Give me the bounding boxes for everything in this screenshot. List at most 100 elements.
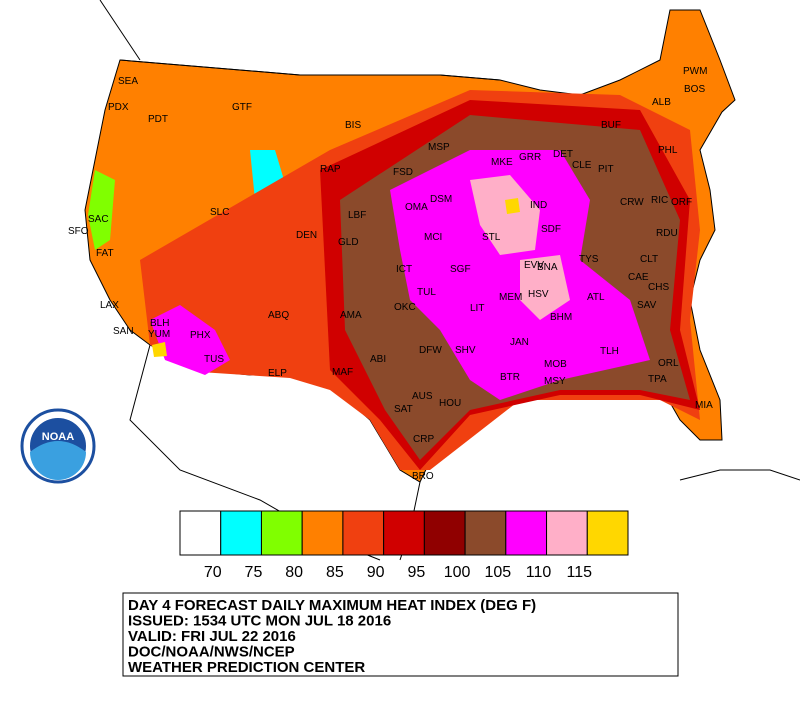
city-label: MAF [332, 367, 353, 378]
city-label: ATL [587, 292, 605, 303]
city-label: FSD [393, 167, 413, 178]
legend-label: 105 [484, 564, 511, 581]
city-label: RIC [651, 195, 668, 206]
city-label: PHL [658, 145, 678, 156]
legend: 70 75 80 85 90 95 100 105 110 115 [179, 510, 629, 581]
city-label: SFO [68, 226, 89, 237]
city-label: PIT [598, 164, 614, 175]
city-label: PDT [148, 114, 168, 125]
legend-label: 85 [326, 564, 344, 581]
cool-band [88, 170, 115, 250]
legend-swatch [586, 510, 629, 556]
hot-magenta-sw [150, 305, 230, 375]
city-label: CRW [620, 197, 644, 208]
legend-label: 110 [526, 564, 552, 581]
city-label: DFW [419, 345, 442, 356]
city-label: BRO [412, 471, 434, 482]
city-label: PWM [683, 66, 707, 77]
legend-swatch [220, 510, 262, 556]
city-label: TUL [417, 287, 436, 298]
city-label: PDX [108, 102, 129, 113]
city-label: ABI [370, 354, 386, 365]
city-label: BOS [684, 84, 705, 95]
city-label: HSV [528, 289, 549, 300]
city-label: BLH [150, 318, 169, 329]
city-label: LIT [470, 303, 484, 314]
canada-lines [99, 0, 141, 61]
caption-line: ISSUED: 1534 UTC MON JUL 18 2016 [128, 613, 391, 630]
city-label: AUS [412, 391, 433, 402]
city-label: SEA [118, 76, 138, 87]
city-label: ABQ [268, 310, 289, 321]
caption-box [122, 592, 679, 677]
legend-label: 80 [285, 564, 303, 581]
city-label: MOB [544, 359, 567, 370]
city-label: MEM [499, 292, 522, 303]
city-label: IND [530, 200, 547, 211]
city-label: ICT [396, 264, 412, 275]
city-label: RDU [656, 228, 678, 239]
legend-swatch [342, 510, 385, 556]
city-label: CHS [648, 282, 669, 293]
city-label: ORL [658, 358, 679, 369]
city-label: PHX [190, 330, 211, 341]
logo-text: NOAA [42, 431, 74, 443]
legend-label: 75 [245, 564, 263, 581]
hot-pink-2 [520, 255, 570, 320]
city-label: MSY [544, 376, 566, 387]
city-label: OMA [405, 202, 428, 213]
caption: DAY 4 FORECAST DAILY MAXIMUM HEAT INDEX … [128, 597, 536, 676]
city-label: DET [553, 149, 573, 160]
legend-label: 70 [204, 564, 222, 581]
city-label: YUM [148, 329, 170, 340]
city-label: DSM [430, 194, 452, 205]
legend-label: 100 [444, 564, 471, 581]
city-label: SAN [113, 326, 134, 337]
city-label: ALB [652, 97, 671, 108]
legend-swatch [464, 510, 507, 556]
legend-swatch [179, 510, 222, 556]
city-label: SDF [541, 224, 561, 235]
city-label: DEN [296, 230, 317, 241]
city-label: TPA [648, 374, 667, 385]
city-label: SLC [210, 207, 229, 218]
legend-label: 115 [567, 564, 593, 581]
legend-swatch [301, 510, 344, 556]
city-label: MKE [491, 157, 513, 168]
legend-swatch [505, 510, 548, 556]
caption-line: VALID: FRI JUL 22 2016 [128, 628, 296, 645]
city-label: MSP [428, 142, 450, 153]
city-label: ORF [671, 197, 692, 208]
city-label: OKC [394, 302, 416, 313]
legend-swatch [546, 510, 588, 556]
caption-line: DOC/NOAA/NWS/NCEP [128, 644, 295, 661]
legend-label: 95 [407, 564, 425, 581]
city-label: FAT [96, 248, 114, 259]
noaa-logo: NOAA [20, 408, 96, 484]
city-label: SAC [88, 214, 109, 225]
city-label: BTR [500, 372, 520, 383]
city-label: GTF [232, 102, 252, 113]
city-label: SAT [394, 404, 413, 415]
city-label: BUF [601, 120, 621, 131]
city-label: HOU [439, 398, 461, 409]
border-canada [119, 59, 501, 81]
city-label: SHV [455, 345, 476, 356]
city-label: MCI [424, 232, 442, 243]
hot-yellow-sw [152, 342, 167, 357]
city-label: SAV [637, 300, 657, 311]
city-label: AMA [340, 310, 362, 321]
city-label: LBF [348, 210, 366, 221]
city-label: TYS [579, 254, 599, 265]
map [84, 0, 800, 561]
city-label: BHM [550, 312, 572, 323]
city-label: LAX [100, 300, 119, 311]
city-label: TUS [204, 354, 224, 365]
caption-line: WEATHER PREDICTION CENTER [128, 659, 365, 676]
city-label: GRR [519, 152, 541, 163]
city-label: CLT [640, 254, 658, 265]
city-label: GLD [338, 237, 359, 248]
caption-line: DAY 4 FORECAST DAILY MAXIMUM HEAT INDEX … [128, 597, 536, 614]
city-label: STL [482, 232, 501, 243]
cuba [679, 469, 800, 481]
